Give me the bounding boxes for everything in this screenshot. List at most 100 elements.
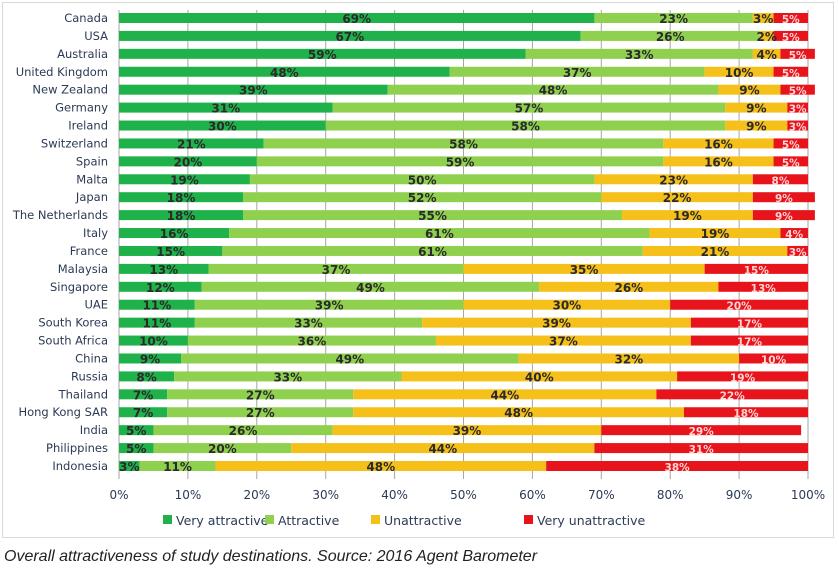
bar-segment <box>119 192 244 203</box>
stacked-bar-chart: 69% 23% 3% 5% 67% 26% 2% 5% 59% 33% 4% 5% 48% 37% 10% 5… <box>12 10 825 528</box>
data-label: 27% <box>246 388 275 402</box>
bar-segment <box>201 281 540 292</box>
data-label: 5% <box>126 442 146 456</box>
category-label: Indonesia <box>52 459 108 473</box>
category-label: South Africa <box>38 334 108 348</box>
bar-segment <box>119 13 595 23</box>
data-label: 9% <box>775 211 793 223</box>
x-tick-label: 50% <box>450 488 477 502</box>
bar-segment <box>580 30 760 41</box>
bar-segment <box>119 407 168 418</box>
x-tick-label: 90% <box>726 488 753 502</box>
data-label: 16% <box>160 227 189 241</box>
bar-segment <box>663 156 774 167</box>
data-label: 15% <box>156 245 185 259</box>
category-label: France <box>70 244 108 258</box>
bar-segment <box>332 102 726 113</box>
data-label: 37% <box>549 335 578 349</box>
data-label: 39% <box>542 317 571 331</box>
bar-segment <box>725 102 788 113</box>
bar-segment <box>119 425 154 436</box>
bar-segment <box>387 84 719 95</box>
data-label: 59% <box>308 48 337 62</box>
category-label: South Korea <box>38 316 108 330</box>
category-label: Italy <box>83 226 108 240</box>
data-label: 3% <box>789 247 807 259</box>
x-tick-label: 30% <box>312 488 339 502</box>
data-label: 61% <box>418 245 447 259</box>
bar-segment <box>119 174 250 185</box>
bar-segment <box>119 335 188 346</box>
data-label: 18% <box>733 408 759 420</box>
bar-segment <box>174 371 402 382</box>
data-label: 9% <box>140 352 160 366</box>
bar-segment <box>222 245 643 256</box>
data-label: 7% <box>133 406 153 420</box>
bar-segment <box>422 317 691 328</box>
bar-segment <box>718 84 781 95</box>
data-label: 3% <box>789 122 807 134</box>
bar-segment <box>787 102 808 113</box>
data-label: 21% <box>177 137 206 151</box>
bar-segment <box>229 228 650 239</box>
bar-segment <box>601 425 802 436</box>
bar-segment <box>621 210 753 221</box>
data-label: 23% <box>659 12 688 26</box>
data-label: 39% <box>315 299 344 313</box>
data-label: 48% <box>270 66 299 80</box>
data-label: 13% <box>751 283 777 295</box>
data-label: 19% <box>170 173 199 187</box>
bar-segment <box>208 263 464 274</box>
data-label: 5% <box>789 50 807 62</box>
data-label: 20% <box>727 301 753 313</box>
data-label: 31% <box>211 102 240 116</box>
data-label: 3% <box>753 12 773 26</box>
bar-segment <box>187 335 436 346</box>
bar-segment <box>463 263 705 274</box>
bar-segment <box>119 30 581 41</box>
data-label: 15% <box>744 265 770 277</box>
category-label: Canada <box>64 11 108 25</box>
data-label: 9% <box>746 102 766 116</box>
data-label: 5% <box>789 86 807 98</box>
data-label: 26% <box>656 30 685 44</box>
data-label: 37% <box>322 263 351 277</box>
data-label: 5% <box>782 68 800 80</box>
data-label: 3% <box>119 460 139 474</box>
bar-segment <box>546 461 808 471</box>
data-label: 58% <box>449 137 478 151</box>
bar-segment <box>752 174 808 185</box>
data-label: 10% <box>139 335 168 349</box>
bar-segment <box>773 138 808 149</box>
data-label: 39% <box>239 84 268 98</box>
data-label: 33% <box>273 370 302 384</box>
data-label: 16% <box>704 137 733 151</box>
x-tick-label: 60% <box>519 488 546 502</box>
data-label: 37% <box>563 66 592 80</box>
bar-segment <box>119 353 182 364</box>
data-label: 11% <box>163 460 192 474</box>
bar-segment <box>704 66 774 77</box>
data-label: 20% <box>208 442 237 456</box>
data-label: 30% <box>552 299 581 313</box>
legend-label: Unattractive <box>384 513 462 528</box>
bar-segment <box>325 120 726 131</box>
data-label: 50% <box>408 173 437 187</box>
data-label: 16% <box>704 155 733 169</box>
bar-segment <box>353 407 684 418</box>
data-label: 22% <box>663 191 692 205</box>
data-label: 23% <box>659 173 688 187</box>
bar-segment <box>759 30 774 41</box>
data-label: 18% <box>167 209 196 223</box>
category-label: Switzerland <box>41 136 108 150</box>
data-label: 69% <box>342 12 371 26</box>
bar-segment <box>518 353 740 364</box>
data-label: 18% <box>167 191 196 205</box>
bar-segment <box>353 389 657 400</box>
data-label: 9% <box>739 84 759 98</box>
bar-segment <box>704 263 808 274</box>
data-label: 33% <box>625 48 654 62</box>
data-label: 11% <box>143 299 172 313</box>
bar-segment <box>119 66 450 77</box>
bar-segment <box>787 245 808 256</box>
